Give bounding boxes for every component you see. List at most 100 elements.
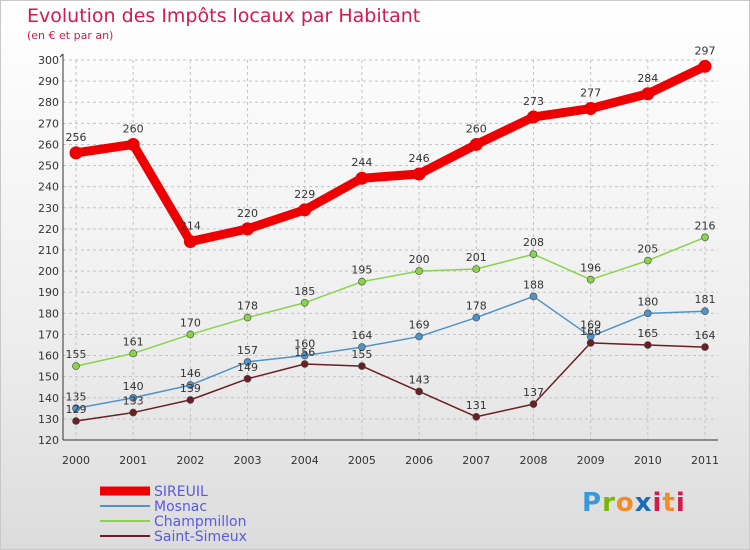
y-tick-label: 230 xyxy=(38,202,59,215)
data-point xyxy=(701,233,709,242)
data-point xyxy=(358,343,366,351)
data-point xyxy=(526,110,540,124)
data-point xyxy=(698,59,712,73)
data-label: 185 xyxy=(294,285,315,298)
legend-label: SIREUIL xyxy=(154,484,208,500)
data-point xyxy=(701,307,709,316)
data-label: 164 xyxy=(695,329,716,342)
y-tick-label: 190 xyxy=(38,286,59,299)
data-point xyxy=(72,417,80,425)
data-point xyxy=(644,341,652,349)
data-point xyxy=(186,330,195,339)
data-point xyxy=(72,404,80,413)
y-tick-label: 150 xyxy=(38,371,59,384)
proxiti-logo: Proxiti xyxy=(582,488,686,518)
data-label: 170 xyxy=(180,316,201,329)
data-label: 180 xyxy=(637,295,658,308)
data-label: 244 xyxy=(351,156,372,169)
data-point xyxy=(183,235,197,249)
data-label: 196 xyxy=(580,262,601,275)
data-label: 229 xyxy=(294,188,315,201)
logo-letter: r xyxy=(602,488,616,518)
series-line xyxy=(75,236,706,367)
data-label: 139 xyxy=(180,382,201,395)
y-tick-label: 290 xyxy=(38,75,59,88)
data-label: 166 xyxy=(580,325,601,338)
legend-label: Champmillon xyxy=(154,514,247,530)
data-point xyxy=(472,313,481,322)
data-point xyxy=(586,339,595,347)
x-tick-label: 2009 xyxy=(577,454,605,467)
logo-letter: x xyxy=(634,488,653,518)
data-label: 216 xyxy=(695,219,716,232)
x-tick-label: 2007 xyxy=(462,454,490,467)
data-label: 160 xyxy=(294,338,315,351)
data-point xyxy=(243,313,252,322)
data-point xyxy=(300,360,309,368)
y-tick-label: 210 xyxy=(38,244,59,257)
data-label: 297 xyxy=(695,44,716,57)
data-label: 155 xyxy=(66,348,87,361)
y-tick-label: 300 xyxy=(38,54,59,67)
data-point xyxy=(300,298,309,307)
legend-label: Mosnac xyxy=(154,499,207,515)
data-point xyxy=(243,374,252,383)
y-tick-label: 280 xyxy=(38,96,59,109)
chart-subtitle: (en € et par an) xyxy=(27,29,114,42)
data-point xyxy=(469,137,483,151)
x-tick-label: 2003 xyxy=(234,454,262,467)
data-point xyxy=(358,277,366,286)
y-tick-label: 200 xyxy=(38,265,59,278)
x-tick-label: 2010 xyxy=(634,454,662,467)
data-label: 277 xyxy=(580,87,601,100)
logo-letter: i xyxy=(652,488,663,518)
data-point xyxy=(529,250,538,259)
y-tick-label: 270 xyxy=(38,117,59,130)
series-line xyxy=(75,342,706,422)
y-tick-label: 120 xyxy=(38,434,59,447)
legend-label: Saint-Simeux xyxy=(154,529,247,545)
data-point xyxy=(186,381,195,389)
data-point xyxy=(641,87,655,101)
data-point xyxy=(472,265,481,273)
data-label: 273 xyxy=(523,95,544,108)
data-label: 164 xyxy=(351,329,372,342)
data-label: 220 xyxy=(237,207,258,220)
data-point xyxy=(129,393,137,402)
data-point xyxy=(415,267,423,275)
data-label: 155 xyxy=(351,348,372,361)
data-label: 156 xyxy=(294,346,315,359)
logo-letter: t xyxy=(662,488,676,518)
x-tick-label: 2011 xyxy=(691,454,719,467)
logo-letter: o xyxy=(615,488,635,518)
x-tick-label: 2001 xyxy=(119,454,147,467)
data-label: 169 xyxy=(409,319,430,332)
series-line xyxy=(75,62,707,247)
data-label: 195 xyxy=(351,264,372,277)
data-point xyxy=(358,362,366,370)
logo-letter: P xyxy=(582,488,603,518)
y-tick-label: 220 xyxy=(38,223,59,236)
y-tick-label: 240 xyxy=(38,181,59,194)
data-point xyxy=(701,343,709,351)
data-label: 146 xyxy=(180,367,201,380)
y-tick-label: 160 xyxy=(38,350,59,363)
data-label: 178 xyxy=(466,300,487,313)
data-label: 256 xyxy=(66,131,87,144)
data-label: 161 xyxy=(123,335,144,348)
y-tick-label: 260 xyxy=(38,138,59,151)
data-point xyxy=(415,387,423,396)
data-label: 208 xyxy=(523,236,544,249)
y-tick-label: 250 xyxy=(38,160,59,173)
data-point xyxy=(69,146,83,160)
x-tick-label: 2006 xyxy=(405,454,433,467)
x-tick-label: 2002 xyxy=(176,454,204,467)
data-label: 157 xyxy=(237,344,258,357)
y-tick-label: 180 xyxy=(38,307,59,320)
data-label: 178 xyxy=(237,300,258,313)
data-label: 181 xyxy=(695,293,716,306)
data-point xyxy=(644,256,652,265)
data-point xyxy=(412,167,426,181)
data-point xyxy=(586,275,595,284)
data-label: 137 xyxy=(523,386,544,399)
